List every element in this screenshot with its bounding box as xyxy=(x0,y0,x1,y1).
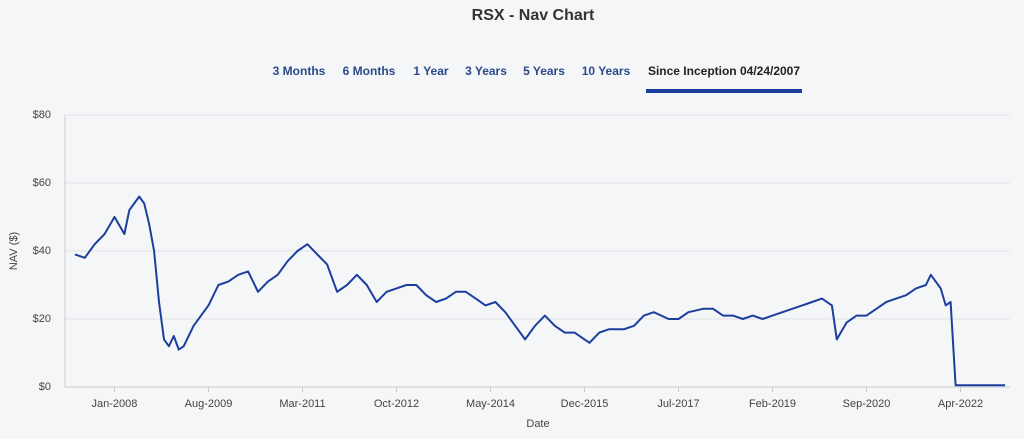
y-tick-label: $60 xyxy=(33,177,51,189)
tab[interactable]: Since Inception 04/24/2007 xyxy=(648,64,800,78)
tab[interactable]: 6 Months xyxy=(343,64,396,78)
x-tick-label: Jan-2008 xyxy=(92,398,138,410)
active-tab-underline xyxy=(646,89,802,93)
y-tick-label: $40 xyxy=(33,245,51,257)
chart-title: RSX - Nav Chart xyxy=(472,7,595,24)
x-tick-label: Jul-2017 xyxy=(657,398,699,410)
x-axis-title: Date xyxy=(526,418,549,430)
x-tick-label: Sep-2020 xyxy=(843,398,891,410)
x-tick-label: May-2014 xyxy=(466,398,515,410)
y-tick-label: $0 xyxy=(39,381,51,393)
plot-area: $0 $20 $40 $60 $80 Jan-2008 Aug-2009 Mar-2011 Oc… xyxy=(33,109,1010,410)
x-tick-label: Feb-2019 xyxy=(749,398,796,410)
x-tick-label: Aug-2009 xyxy=(185,398,233,410)
x-tick-label: Mar-2011 xyxy=(279,398,325,410)
tab[interactable]: 3 Years xyxy=(465,64,507,78)
y-tick-label: $20 xyxy=(33,313,51,325)
tab[interactable]: 3 Months xyxy=(273,64,326,78)
x-tick-label: Apr-2022 xyxy=(938,398,983,410)
x-tick-label: Dec-2015 xyxy=(561,398,609,410)
y-axis-title: NAV ($) xyxy=(8,232,20,270)
nav-line xyxy=(74,195,1006,387)
x-tick-label: Oct-2012 xyxy=(374,398,419,410)
y-tick-label: $80 xyxy=(33,109,51,121)
tab[interactable]: 10 Years xyxy=(582,64,631,78)
tab-bar: 3 Months 6 Months 1 Year 3 Years 5 Years 10 Y… xyxy=(273,64,802,93)
tab[interactable]: 1 Year xyxy=(413,64,448,78)
tab[interactable]: 5 Years xyxy=(523,64,565,78)
